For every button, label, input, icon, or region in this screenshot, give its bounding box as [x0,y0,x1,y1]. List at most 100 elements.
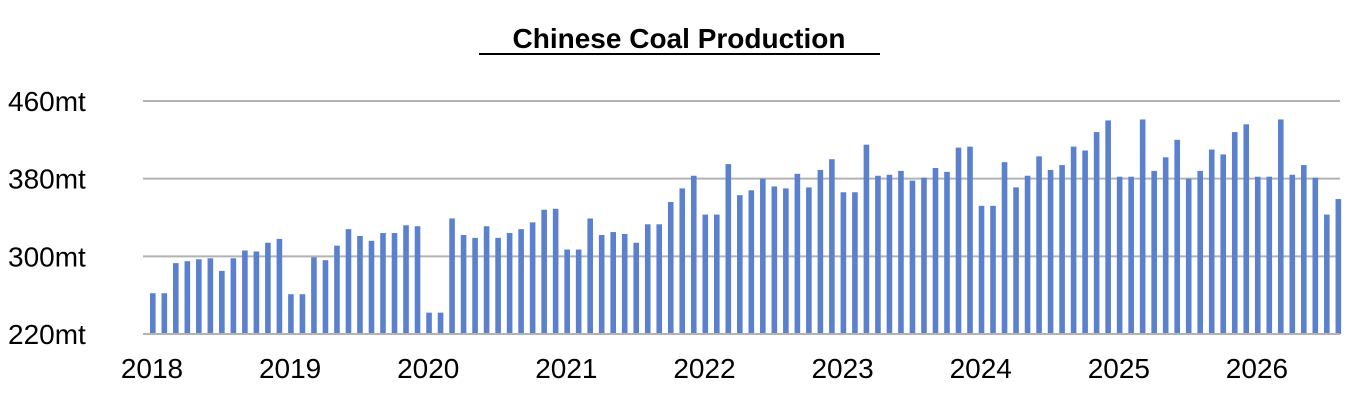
bar [783,188,789,335]
bar [1312,177,1319,334]
bar [598,234,605,334]
bar [633,242,640,334]
bar [875,175,881,334]
bar [748,190,755,334]
bar [1013,187,1019,334]
bar [1082,150,1088,334]
bar [1151,170,1157,334]
bar [380,233,386,334]
bar [690,175,697,334]
bar [1277,119,1284,334]
bar [760,178,766,334]
bar [449,218,455,334]
bar [391,233,398,334]
bar [1208,149,1215,334]
bar [299,294,306,334]
bar [909,180,916,334]
bar [967,146,973,334]
bar [207,258,214,334]
bar [921,177,927,334]
bar [437,312,444,334]
bar [426,312,432,334]
bar [644,224,651,334]
bar [817,169,824,334]
bar [1070,146,1077,334]
bar [1047,169,1054,334]
bar [357,235,363,334]
bar [863,144,870,334]
bar [242,250,248,334]
bar [196,259,202,334]
bar [460,234,467,334]
bar [806,187,812,334]
bar [1093,132,1100,334]
bar [737,195,743,334]
bar [552,208,559,334]
bar [1162,157,1169,334]
x-tick-label: 2019 [259,353,321,384]
bar [230,258,237,334]
bar [541,209,547,334]
y-tick-label: 380mt [8,164,86,195]
bar [564,249,570,334]
bar [1139,119,1146,334]
bar [334,245,340,334]
bar [610,232,616,334]
bar [529,222,536,334]
x-tick-label: 2025 [1088,353,1150,384]
bar [829,159,835,334]
bar [1059,165,1065,334]
bar [679,188,686,335]
bar [472,237,478,334]
bar [840,192,847,334]
bar [219,270,225,334]
bar [495,237,501,334]
x-tick-label: 2026 [1226,353,1288,384]
bar [955,147,962,334]
bar [886,174,893,334]
bar [771,186,778,334]
bar [403,225,409,334]
x-tick-label: 2024 [950,353,1012,384]
bar [506,233,513,334]
bars [150,119,1342,335]
bar [161,293,168,334]
bar [322,260,329,334]
bar [978,205,985,334]
bar [702,214,709,334]
chart-title: Chinese Coal Production [513,23,846,54]
y-tick-label: 220mt [8,319,86,350]
x-tick-label: 2021 [535,353,597,384]
bar [368,240,375,334]
bar [518,229,524,334]
bar [173,263,179,334]
bar [713,214,720,334]
axes: 220mt 300mt 380mt 460mt 2018 2019 2020 2021 2022… [8,86,1340,384]
bar [150,293,156,334]
bar [1024,175,1031,334]
bar [1220,154,1227,334]
bar [1254,176,1261,334]
x-tick-label: 2022 [673,353,735,384]
bar [1185,178,1192,334]
bar [1197,170,1204,334]
bar [990,205,996,334]
bar [253,251,260,334]
bar [1116,176,1123,334]
bar [184,261,191,334]
bar [852,192,858,334]
bar [345,229,352,334]
bar [1243,124,1250,334]
x-tick-label: 2023 [811,353,873,384]
bar [414,226,421,334]
bar [656,224,663,334]
bar [932,167,939,334]
bar [1266,176,1273,334]
bar [725,164,732,334]
bar [288,294,294,334]
x-tick-label: 2020 [397,353,459,384]
bar [1036,156,1042,334]
bar [898,170,904,334]
y-tick-label: 300mt [8,241,86,272]
